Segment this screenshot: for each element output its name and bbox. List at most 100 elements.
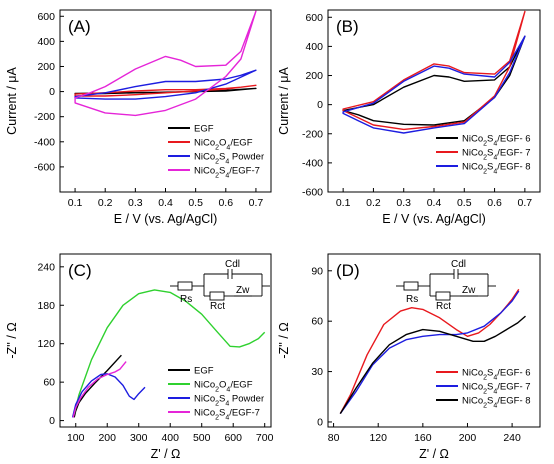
rct-resistor: [209, 291, 225, 301]
x-tick-label: 500: [193, 432, 211, 444]
y-axis-label: -Z'' / Ω: [277, 322, 291, 358]
legend-entry: NiCo2S4/EGF- 8: [462, 162, 531, 176]
x-tick-label: 0.6: [218, 197, 233, 209]
legend-entry: EGF: [194, 124, 214, 135]
series-line: [339, 315, 526, 414]
y-tick-label: 90: [311, 265, 323, 277]
y-tick-label: 120: [37, 338, 55, 350]
x-axis-label: E / V (vs. Ag/AgCl): [114, 212, 218, 226]
legend-entry: NiCo2S4 Powder: [194, 394, 264, 408]
legend-entry: NiCo2S4/EGF- 7: [462, 382, 531, 396]
series-line: [74, 10, 257, 117]
x-tick-label: 0.4: [427, 197, 442, 209]
y-tick-label: 400: [305, 41, 323, 53]
rs-resistor: [403, 281, 419, 291]
y-tick-label: -400: [302, 157, 323, 169]
equivalent-circuit: Rs Rct Cdl Zw: [170, 259, 270, 312]
x-tick-label: 400: [161, 432, 179, 444]
legend-entry: NiCo2S4/EGF- 7: [462, 148, 531, 162]
x-tick-label: 80: [328, 432, 340, 444]
series-line: [74, 84, 257, 97]
y-tick-label: 400: [37, 36, 55, 48]
panel-2: 100 200 300 400 500 600 700 0 60 120 180 240 Z' / Ω -…: [5, 253, 274, 461]
x-tick-label: 0.7: [518, 197, 533, 209]
series-line: [339, 290, 520, 415]
legend-entry: NiCo2O4/EGF: [194, 380, 253, 394]
panel-label: (D): [336, 261, 360, 280]
y-tick-label: 600: [37, 11, 55, 23]
legend-entry: NiCo2O4/EGF: [194, 138, 253, 152]
y-tick-label: 200: [305, 70, 323, 82]
y-tick-label: -400: [34, 136, 55, 148]
panel-label: (A): [68, 17, 91, 36]
y-tick-label: 0: [317, 99, 323, 111]
y-tick-label: 60: [43, 377, 55, 389]
x-tick-label: 0.1: [336, 197, 351, 209]
series-line: [342, 10, 526, 131]
x-axis-label: Z' / Ω: [419, 447, 449, 461]
series-line: [342, 35, 526, 126]
legend-entry: NiCo2S4/EGF-7: [194, 408, 260, 422]
panel-label: (C): [68, 261, 92, 280]
panel-1: 0.1 0.2 0.3 0.4 0.5 0.6 0.7 -600 -400 -200 0 200 400…: [277, 9, 541, 226]
series-line: [73, 289, 266, 415]
x-tick-label: 0.6: [487, 197, 502, 209]
zw-label: Zw: [236, 285, 250, 296]
x-axis-label: E / V (vs. Ag/AgCl): [382, 212, 486, 226]
y-axis-label: -Z'' / Ω: [5, 322, 19, 358]
y-tick-label: 0: [49, 415, 55, 427]
legend-entry: NiCo2S4/EGF-7: [194, 166, 260, 180]
legend-entry: EGF: [194, 366, 214, 377]
y-tick-label: -600: [302, 187, 323, 199]
y-tick-label: -200: [34, 111, 55, 123]
plot-frame: [59, 253, 272, 428]
panel-3: 80 120 160 200 240 0 30 60 90 Z' / Ω -Z'' / Ω (D) Ni…: [277, 253, 541, 461]
y-tick-label: 180: [37, 300, 55, 312]
y-tick-label: 240: [37, 261, 55, 273]
plot-frame: [327, 253, 541, 428]
y-tick-label: 0: [49, 86, 55, 98]
x-axis-label: Z' / Ω: [151, 447, 181, 461]
x-tick-label: 0.2: [366, 197, 381, 209]
series-line: [71, 373, 146, 418]
x-tick-label: 240: [503, 432, 521, 444]
cdl-label: Cdl: [225, 259, 240, 270]
y-tick-label: 600: [305, 12, 323, 24]
legend-entry: NiCo2S4/EGF- 6: [462, 134, 531, 148]
x-tick-label: 0.3: [396, 197, 411, 209]
legend-entry: NiCo2S4 Powder: [194, 152, 264, 166]
y-tick-label: 200: [37, 61, 55, 73]
x-tick-label: 300: [130, 432, 148, 444]
x-tick-label: 0.1: [68, 197, 83, 209]
x-tick-label: 120: [369, 432, 387, 444]
x-tick-label: 700: [256, 432, 274, 444]
series-line: [74, 87, 257, 95]
panel-label: (B): [336, 17, 359, 36]
y-tick-label: -600: [34, 161, 55, 173]
x-tick-label: 160: [414, 432, 432, 444]
zw-label: Zw: [462, 285, 476, 296]
x-tick-label: 0.3: [128, 197, 143, 209]
rs-label: Rs: [406, 294, 418, 305]
rct-resistor: [435, 291, 451, 301]
series-line: [72, 361, 127, 418]
x-tick-label: 600: [224, 432, 242, 444]
x-tick-label: 0.4: [158, 197, 173, 209]
y-tick-label: 0: [317, 416, 323, 428]
equivalent-circuit: Rs Rct Cdl Zw: [396, 259, 496, 312]
x-tick-label: 0.7: [249, 197, 264, 209]
legend-entry: NiCo2S4/EGF- 8: [462, 396, 531, 410]
y-tick-label: -200: [302, 128, 323, 140]
x-tick-label: 0.2: [98, 197, 113, 209]
x-tick-label: 200: [98, 432, 116, 444]
x-tick-label: 0.5: [188, 197, 203, 209]
x-tick-label: 0.5: [457, 197, 472, 209]
series-line: [342, 35, 526, 134]
x-tick-label: 200: [459, 432, 477, 444]
y-tick-label: 60: [311, 316, 323, 328]
legend-entry: NiCo2S4/EGF- 6: [462, 368, 531, 382]
panel-0: 0.1 0.2 0.3 0.4 0.5 0.6 0.7 -600 -400 -200 0 200 400…: [5, 9, 272, 226]
x-tick-label: 100: [67, 432, 85, 444]
rs-resistor: [177, 281, 193, 291]
